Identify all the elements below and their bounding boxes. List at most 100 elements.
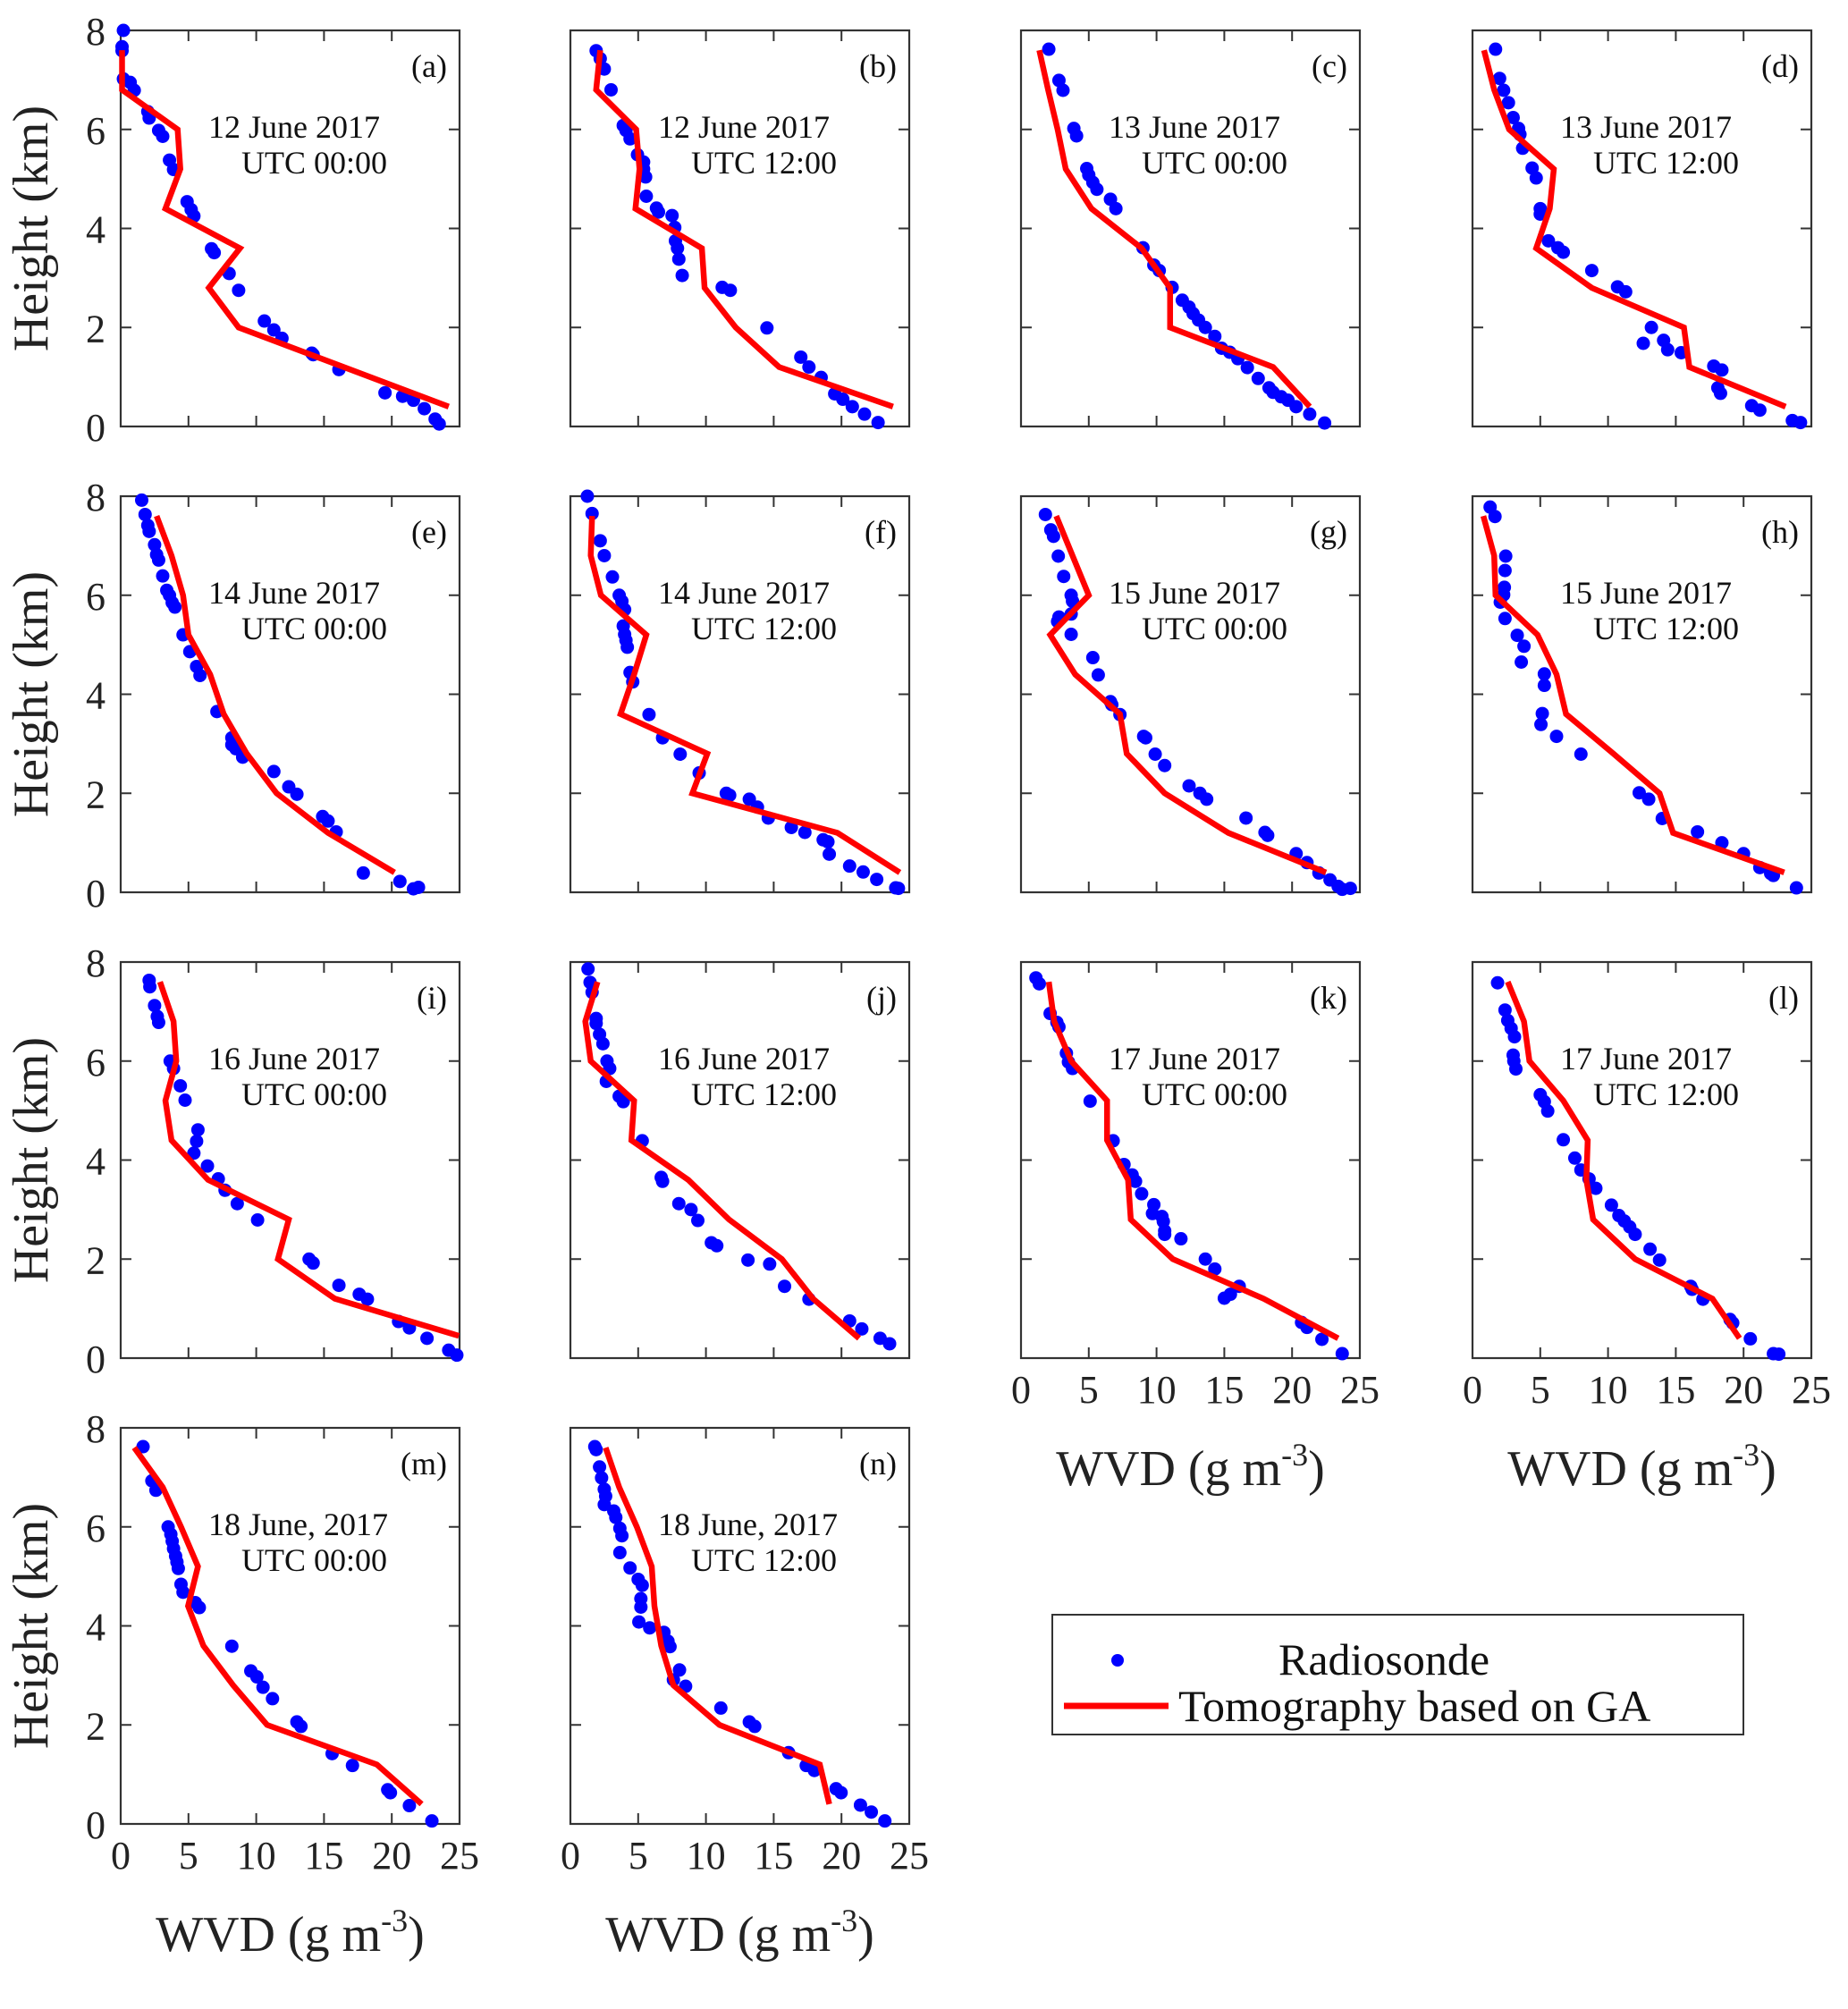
radiosonde-point [1289,400,1304,414]
panel-tag: (c) [1312,48,1347,84]
radiosonde-point [1109,201,1123,215]
radiosonde-point [639,190,654,204]
y-tick-label: 0 [86,1338,105,1381]
radiosonde-point [1636,336,1650,350]
radiosonde-point [1182,779,1196,793]
radiosonde-point [418,401,432,416]
radiosonde-point [392,874,407,889]
radiosonde-point [878,1814,892,1828]
radiosonde-point [156,569,170,583]
panel-date: 12 June 2017 [658,109,830,145]
x-tick-label: 25 [890,1834,929,1878]
radiosonde-point [1618,284,1633,299]
x-tick-label: 25 [440,1834,479,1878]
x-tick-label: 10 [687,1834,726,1878]
tomography-line [1036,49,1312,409]
panel-time: UTC 12:00 [691,1076,837,1112]
radiosonde-point [1492,72,1506,86]
radiosonde-point [597,1498,612,1512]
x-tick-label: 25 [1792,1368,1831,1412]
x-tick-label: 0 [111,1834,131,1878]
legend: Radiosonde Tomography based on GA [1051,1614,1744,1735]
radiosonde-point [1498,612,1512,626]
radiosonde-point [1488,510,1502,524]
y-axis-label: Height (km) [4,106,59,351]
radiosonde-point [192,1600,207,1615]
radiosonde-point [836,393,850,407]
radiosonde-point [1303,407,1317,421]
radiosonde-point [662,1640,677,1654]
tomography-line [587,516,902,875]
radiosonde-point [1541,233,1556,248]
tomography-line [1045,981,1340,1341]
y-tick-label: 2 [86,1704,105,1748]
radiosonde-point [1240,360,1254,375]
radiosonde-point [1534,717,1548,731]
radiosonde-point [1584,264,1599,278]
radiosonde-point [1051,549,1066,563]
radiosonde-point [450,1348,464,1363]
panel-time: UTC 12:00 [691,611,837,646]
radiosonde-point [345,1759,359,1773]
radiosonde-point [797,825,812,840]
radiosonde-point [595,1036,610,1051]
radiosonde-point [1507,1030,1522,1044]
radiosonde-point [178,1093,192,1107]
radiosonde-point [1557,1133,1571,1147]
radiosonde-point [1057,570,1071,584]
radiosonde-point [671,252,686,266]
axes-box [119,1426,461,1826]
y-tick-label: 2 [86,307,105,350]
tomography-line [131,1446,424,1807]
y-axis-label: Height (km) [4,571,59,817]
radiosonde-point [151,1016,165,1030]
radiosonde-point [1128,1174,1143,1188]
radiosonde-point [597,548,612,562]
radiosonde-point [1032,976,1046,991]
radiosonde-point [266,1692,280,1706]
tomography-line [1481,49,1787,409]
radiosonde-point [378,385,392,400]
tomography-line [593,49,894,409]
y-tick-label: 0 [86,872,105,916]
panel-tag: (j) [866,980,897,1016]
axes-box [1471,29,1813,428]
radiosonde-point [1535,706,1549,721]
radiosonde-point [623,131,637,146]
radiosonde-point [1567,1151,1582,1165]
axes-box [569,494,911,894]
radiosonde-point [760,321,774,335]
radiosonde-point [176,1585,190,1600]
panel-date: 14 June 2017 [658,575,830,611]
radiosonde-point [1641,792,1656,806]
panel-tag: (h) [1761,514,1799,550]
radiosonde-point [1198,320,1212,334]
x-axis-label: WVD (g m-3) [1056,1437,1325,1497]
panel-tag: (d) [1761,48,1799,84]
radiosonde-point [116,23,131,38]
x-tick-label: 15 [1656,1368,1695,1412]
x-axis-label: WVD (g m-3) [1507,1437,1776,1497]
radiosonde-point [1085,651,1100,665]
panel-date: 12 June 2017 [208,109,380,145]
panel-date: 17 June 2017 [1560,1041,1732,1076]
radiosonde-point [1148,747,1162,762]
panel-date: 13 June 2017 [1109,109,1280,145]
radiosonde-point [747,1719,762,1734]
radiosonde-point [290,787,304,801]
panel-time: UTC 12:00 [691,1542,837,1578]
x-tick-label: 20 [1724,1368,1763,1412]
radiosonde-point [593,1460,607,1474]
panel-m: 0 2 4 6 8 Height (km) 0 5 10 15 20 25 WVD (g m-3) (m)… [4,1407,479,1963]
radiosonde-point [671,241,685,256]
radiosonde-point [855,1321,869,1336]
radiosonde-point [1208,1262,1222,1276]
panel-date: 15 June 2017 [1109,575,1280,611]
radiosonde-point [356,865,370,880]
radiosonde-point [136,1439,150,1454]
tomography-line [582,981,862,1341]
radiosonde-point [842,859,856,874]
